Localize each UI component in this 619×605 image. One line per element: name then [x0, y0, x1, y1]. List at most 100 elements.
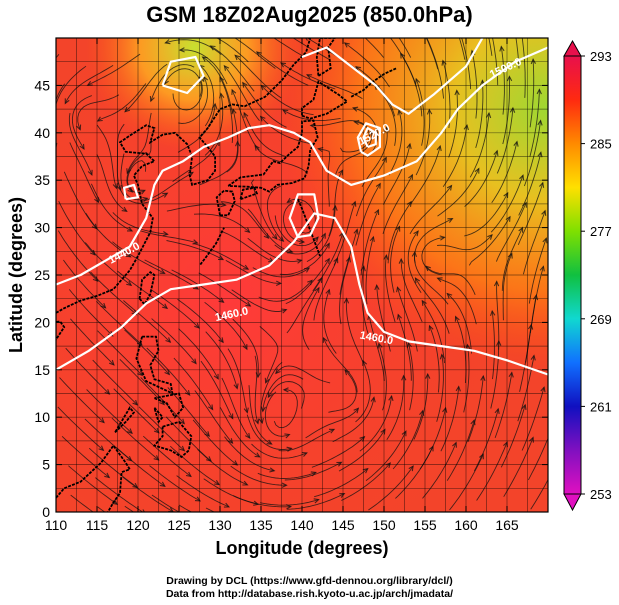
- streamline-arrow: [116, 527, 121, 531]
- streamline-arrow: [413, 230, 419, 237]
- streamline: [65, 347, 110, 395]
- streamline-arrow: [353, 407, 360, 414]
- streamline: [409, 185, 452, 235]
- streamline-arrow: [271, 233, 278, 240]
- streamline: [475, 80, 484, 149]
- streamline: [232, 318, 259, 378]
- streamline: [387, 201, 412, 264]
- streamline: [338, 429, 386, 472]
- streamline: [113, 388, 160, 434]
- streamline-arrow: [408, 173, 413, 180]
- streamline: [334, 130, 373, 178]
- streamline-arrow: [191, 358, 197, 365]
- streamline: [421, 300, 445, 364]
- streamline-arrow: [64, 98, 70, 105]
- streamline-arrow: [127, 226, 134, 232]
- height-contour: [356, 122, 381, 157]
- streamline: [446, 293, 473, 354]
- streamline: [205, 331, 238, 389]
- streamline-arrow: [245, 301, 252, 307]
- coastline: [350, 67, 397, 98]
- streamline-arrow: [322, 336, 328, 343]
- streamline-arrow: [408, 465, 414, 472]
- streamline: [251, 443, 307, 459]
- streamline-arrow: [255, 51, 262, 57]
- streamline-arrow: [244, 227, 251, 233]
- streamline: [247, 237, 302, 262]
- streamline-arrow: [209, 45, 216, 51]
- streamline: [199, 141, 239, 186]
- streamline: [437, 277, 477, 325]
- x-tick-label: 150: [372, 517, 396, 533]
- streamline: [124, 63, 168, 112]
- streamline: [90, 271, 137, 315]
- streamline: [58, 201, 96, 256]
- streamline-arrow: [200, 521, 205, 525]
- streamline: [172, 140, 220, 183]
- streamline: [242, 82, 287, 128]
- colorbar-label: 293: [590, 49, 612, 64]
- streamline-arrow: [355, 66, 362, 72]
- streamline-arrow: [542, 237, 548, 244]
- streamline-arrow: [126, 168, 132, 175]
- streamline: [376, 285, 391, 352]
- streamline-arrow: [456, 23, 460, 28]
- streamline: [96, 124, 117, 189]
- streamline-arrow: [317, 146, 324, 153]
- streamline: [386, 375, 405, 440]
- height-contour: [56, 212, 548, 376]
- streamline-arrow: [159, 268, 166, 274]
- streamline: [528, 437, 548, 481]
- coastline: [56, 444, 132, 512]
- streamline-arrow: [494, 407, 500, 415]
- streamline: [177, 298, 224, 343]
- streamline-arrow: [388, 394, 394, 402]
- streamline-arrow: [520, 30, 524, 35]
- streamlines: [56, 23, 556, 537]
- streamline: [260, 85, 314, 116]
- streamline: [355, 183, 381, 246]
- streamline: [254, 355, 259, 424]
- streamline-arrow: [284, 433, 291, 439]
- streamline: [388, 110, 403, 176]
- x-tick-label: 115: [86, 517, 109, 533]
- coastline: [114, 406, 136, 434]
- streamline: [378, 343, 387, 411]
- streamline: [284, 461, 342, 481]
- streamline: [341, 462, 391, 501]
- streamline-arrow: [332, 204, 338, 211]
- streamline: [268, 381, 305, 409]
- streamline-arrow: [552, 419, 556, 424]
- coastline: [138, 271, 156, 306]
- streamline: [90, 183, 133, 232]
- streamline-arrow: [172, 533, 177, 537]
- colorbar-label: 269: [590, 312, 612, 327]
- streamline-arrow: [383, 254, 389, 261]
- streamline: [64, 65, 114, 104]
- colorbar-labels: 293 285 277 269 261 253: [581, 49, 612, 502]
- streamline-arrow: [406, 200, 412, 207]
- streamline-arrow: [139, 189, 146, 195]
- streamline: [138, 406, 185, 451]
- streamline-arrow: [275, 280, 283, 287]
- streamline-arrow: [369, 235, 375, 242]
- streamline-arrow: [112, 183, 118, 190]
- streamline: [199, 64, 215, 127]
- streamline: [488, 38, 493, 56]
- streamline: [502, 253, 513, 321]
- x-tick-label: 120: [126, 517, 150, 533]
- streamline-arrow: [374, 284, 380, 291]
- streamline-arrow: [234, 54, 241, 61]
- streamline: [500, 404, 526, 468]
- streamline: [529, 59, 535, 128]
- streamline-arrow: [370, 396, 376, 403]
- streamline-arrow: [264, 377, 270, 384]
- streamline: [449, 454, 484, 511]
- streamline-arrow: [178, 47, 185, 53]
- streamline-arrow: [530, 354, 536, 361]
- streamline-arrow: [325, 288, 331, 295]
- streamline: [273, 38, 303, 57]
- streamline-arrow: [201, 56, 208, 62]
- coastline: [239, 186, 259, 201]
